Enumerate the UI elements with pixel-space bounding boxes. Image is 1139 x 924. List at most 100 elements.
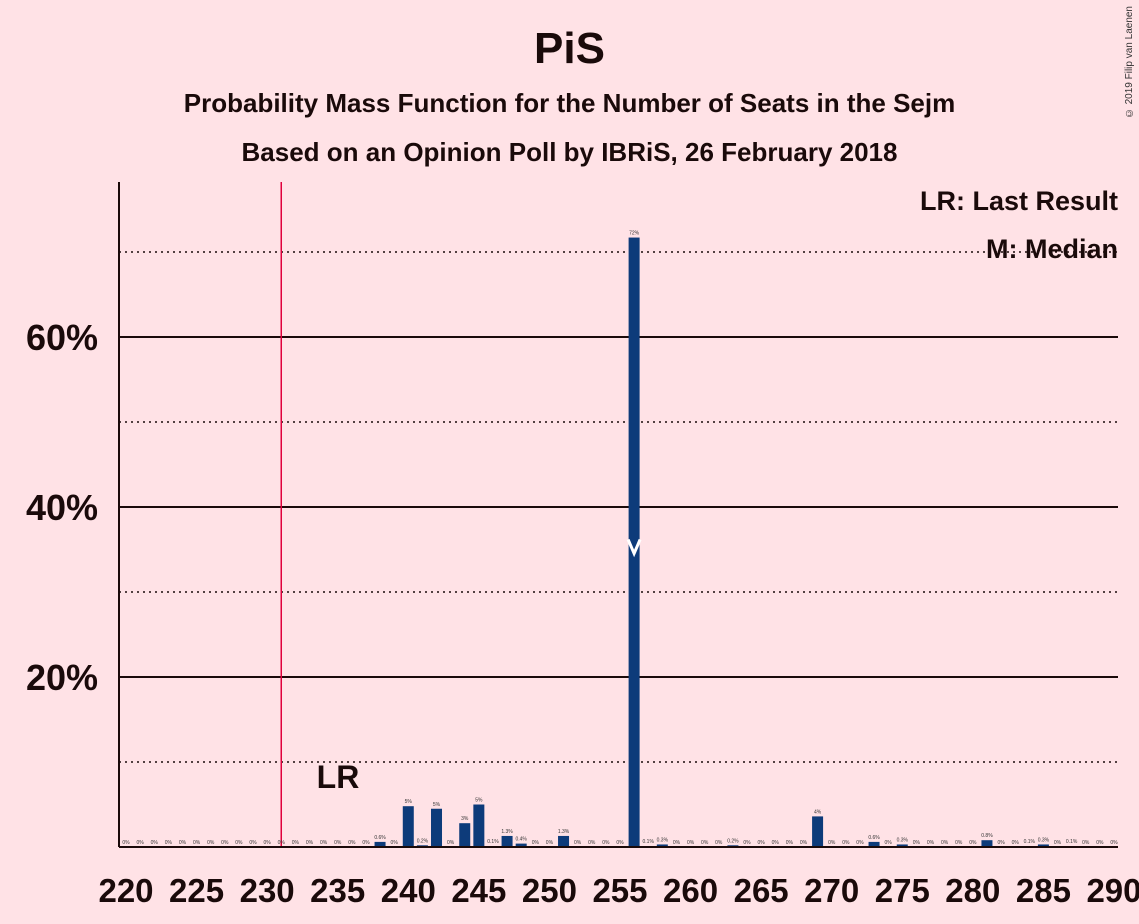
bar-label: 0% xyxy=(913,840,921,846)
y-tick-label: 40% xyxy=(26,487,98,528)
bar-label: 0% xyxy=(786,840,794,846)
bar-label: 0.1% xyxy=(643,839,655,845)
bar-label: 5% xyxy=(405,799,413,805)
bar-label: 0.1% xyxy=(1066,839,1078,845)
bar-label: 1.3% xyxy=(558,829,570,835)
bar-label: 0% xyxy=(997,840,1005,846)
bar-label: 0% xyxy=(885,840,893,846)
bar-label: 0% xyxy=(842,840,850,846)
bar-label: 5% xyxy=(433,802,441,808)
bar-label: 0% xyxy=(136,840,144,846)
x-tick-label: 260 xyxy=(663,872,718,909)
bar-label: 0% xyxy=(1012,840,1020,846)
median-marker xyxy=(626,538,642,558)
bar-label: 0% xyxy=(249,840,257,846)
bar xyxy=(558,835,570,847)
x-tick-label: 250 xyxy=(522,872,577,909)
bar-label: 0% xyxy=(602,840,610,846)
x-tick-label: 265 xyxy=(734,872,789,909)
bar-label: 0% xyxy=(193,840,201,846)
chart-subtitle-2: Based on an Opinion Poll by IBRiS, 26 Fe… xyxy=(241,137,898,167)
bar-label: 0% xyxy=(1110,840,1118,846)
x-tick-label: 245 xyxy=(451,872,506,909)
bar-label: 0% xyxy=(1082,840,1090,846)
bar-label: 0% xyxy=(292,840,300,846)
bar-label: 1.3% xyxy=(501,829,513,835)
bar-label: 0% xyxy=(574,840,582,846)
x-tick-label: 270 xyxy=(804,872,859,909)
bar-label: 0.2% xyxy=(727,838,739,844)
bar-label: 0% xyxy=(969,840,977,846)
bar-label: 4% xyxy=(814,809,822,815)
bar-label: 0% xyxy=(701,840,709,846)
bar-label: 0% xyxy=(941,840,949,846)
x-tick-label: 225 xyxy=(169,872,224,909)
bar-label: 0% xyxy=(955,840,963,846)
bar xyxy=(473,804,485,847)
bar-label: 0% xyxy=(743,840,751,846)
bar-label: 0% xyxy=(362,840,370,846)
bar xyxy=(501,835,513,847)
bar-label: 0.8% xyxy=(981,833,993,839)
bar-label: 0% xyxy=(1054,840,1062,846)
y-tick-label: 60% xyxy=(26,317,98,358)
bar-label: 0% xyxy=(320,840,328,846)
axis-layer: 20% 40% 60% 220 225 230 235 240 245 250 255 260 265 2… xyxy=(26,182,1139,909)
bar xyxy=(896,844,908,847)
bar-label: 0% xyxy=(179,840,187,846)
bar-label: 0% xyxy=(235,840,243,846)
bar xyxy=(402,806,414,847)
x-tick-label: 240 xyxy=(381,872,436,909)
bar xyxy=(1037,844,1049,847)
chart-title: PiS xyxy=(534,24,605,73)
bar-label: 0% xyxy=(221,840,229,846)
bar-label: 0% xyxy=(348,840,356,846)
bar-label: 0% xyxy=(616,840,624,846)
bar-label: 0.2% xyxy=(417,838,429,844)
bar-label: 0% xyxy=(715,840,723,846)
bar-label: 0% xyxy=(532,840,540,846)
bar-label: 0% xyxy=(673,840,681,846)
bar xyxy=(812,816,824,847)
x-tick-label: 280 xyxy=(945,872,1000,909)
bar xyxy=(515,843,527,847)
legend-last-result: LR: Last Result xyxy=(920,186,1118,216)
bar xyxy=(628,237,640,848)
bar xyxy=(431,808,443,847)
x-tick-label: 255 xyxy=(592,872,647,909)
x-tick-label: 230 xyxy=(240,872,295,909)
bar-label: 0% xyxy=(165,840,173,846)
bar xyxy=(656,844,668,847)
bar-label: 0.1% xyxy=(487,839,499,845)
bar-label: 0% xyxy=(687,840,695,846)
chart-subtitle-1: Probability Mass Function for the Number… xyxy=(183,88,956,118)
bar-label: 0.1% xyxy=(1024,839,1036,845)
bar-label: 5% xyxy=(475,798,483,804)
bar-label: 0% xyxy=(334,840,342,846)
y-tick-label: 20% xyxy=(26,657,98,698)
bar-label: 3% xyxy=(461,816,469,822)
bar-label: 0% xyxy=(207,840,215,846)
bar-label: 0% xyxy=(306,840,314,846)
bar-label: 0% xyxy=(1096,840,1104,846)
bar-label: 0% xyxy=(447,840,455,846)
x-tick-label: 285 xyxy=(1016,872,1071,909)
x-tick-label: 290 xyxy=(1086,872,1139,909)
last-result-label: LR xyxy=(317,759,360,795)
bar xyxy=(981,840,993,847)
bar xyxy=(868,841,880,847)
x-tick-label: 220 xyxy=(98,872,153,909)
bar-label: 0% xyxy=(546,840,554,846)
bars-layer xyxy=(374,237,1078,848)
bar-label: 0% xyxy=(122,840,130,846)
bar-label: 0% xyxy=(927,840,935,846)
bar-label: 0% xyxy=(151,840,159,846)
bar-label: 0.6% xyxy=(374,835,386,841)
bar-label: 0% xyxy=(856,840,864,846)
bar-labels-layer: 0% 0% 0% 0% 0% 0% 0% 0% 0% 0% 0% 0% 0% 0% 0% 0% 0% 0% 0.6%… xyxy=(122,231,1118,846)
bar-label: 0.3% xyxy=(657,837,669,843)
bar xyxy=(374,841,386,847)
grid-layer xyxy=(119,182,1118,847)
bar-label: 0% xyxy=(588,840,596,846)
x-tick-label: 235 xyxy=(310,872,365,909)
